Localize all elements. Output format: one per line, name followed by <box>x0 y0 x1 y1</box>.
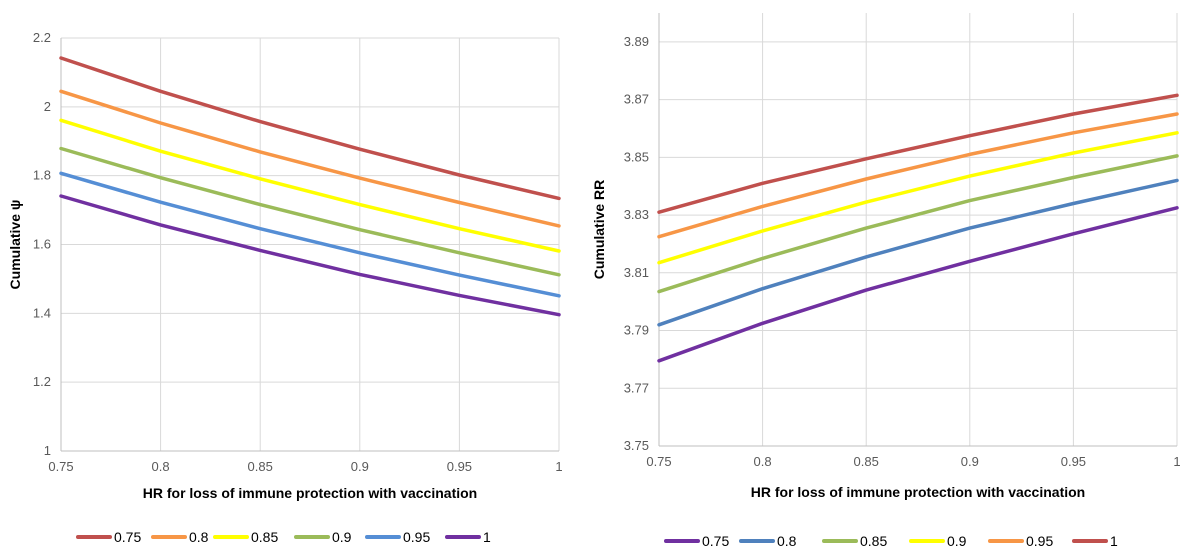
legend-label: 0.95 <box>403 529 430 545</box>
x-tick-label: 0.8 <box>152 459 170 474</box>
legend-label: 0.75 <box>114 529 141 545</box>
x-tick-label: 0.95 <box>1061 454 1086 469</box>
legend-item: 0.95 <box>365 529 430 545</box>
y-tick-label: 1.2 <box>33 374 51 389</box>
x-tick-label: 0.9 <box>351 459 369 474</box>
series-line-0.95 <box>657 112 1179 239</box>
legend-label: 0.8 <box>189 529 209 545</box>
y-tick-label: 2.2 <box>33 30 51 45</box>
series-line-0.9 <box>59 146 561 277</box>
legend-label: 0.85 <box>860 533 887 546</box>
legend-label: 0.95 <box>1026 533 1053 546</box>
series-line-0.85 <box>59 118 561 253</box>
x-axis-title: HR for loss of immune protection with va… <box>143 485 477 501</box>
y-tick-label: 3.83 <box>624 207 649 222</box>
legend-label: 0.9 <box>332 529 352 545</box>
y-axis-title: Cumulative ψ <box>7 200 23 290</box>
y-tick-label: 3.75 <box>624 438 649 453</box>
legend-item: 1 <box>445 529 491 545</box>
legend-label: 0.75 <box>702 533 729 546</box>
series-line-0.95 <box>59 171 561 298</box>
legend: 0.75 0.8 0.85 0.9 0.95 1 <box>664 533 1118 546</box>
legend-item: 0.9 <box>294 529 352 545</box>
legend-label: 1 <box>1110 533 1118 546</box>
y-tick-label: 1.8 <box>33 168 51 183</box>
x-tick-label: 0.75 <box>48 459 73 474</box>
y-tick-label: 3.79 <box>624 323 649 338</box>
legend-item: 0.85 <box>213 529 278 545</box>
legend-item: 0.85 <box>822 533 887 546</box>
legend-item: 0.8 <box>739 533 797 546</box>
chart-left: 0.75 0.8 0.85 0.9 0.95 1 1 1.2 1.4 1.6 1.8 2 2.2 HR f… <box>7 30 563 545</box>
y-tick-label: 3.77 <box>624 380 649 395</box>
legend-item: 0.75 <box>664 533 729 546</box>
x-tick-label: 0.8 <box>754 454 772 469</box>
x-tick-label: 0.75 <box>646 454 671 469</box>
x-tick-label: 0.95 <box>447 459 472 474</box>
x-tick-label: 0.85 <box>854 454 879 469</box>
legend-item: 0.75 <box>76 529 141 545</box>
gridlines <box>60 37 560 452</box>
legend-label: 0.85 <box>251 529 278 545</box>
x-tick-label: 1 <box>1173 454 1180 469</box>
series-line-0.85 <box>657 154 1179 294</box>
y-tick-label: 1 <box>44 443 51 458</box>
x-tick-label: 0.9 <box>961 454 979 469</box>
legend-label: 1 <box>483 529 491 545</box>
series-line-0.8 <box>657 178 1179 327</box>
y-tick-label: 3.81 <box>624 265 649 280</box>
legend-item: 0.8 <box>151 529 209 545</box>
legend: 0.75 0.8 0.85 0.9 0.95 1 <box>76 529 491 545</box>
y-tick-label: 3.87 <box>624 92 649 107</box>
y-tick-label: 1.6 <box>33 237 51 252</box>
series-line-0.75 <box>59 56 561 201</box>
x-tick-label: 0.85 <box>248 459 273 474</box>
x-axis-title: HR for loss of immune protection with va… <box>751 484 1085 500</box>
x-tick-label: 1 <box>555 459 562 474</box>
series-line-1 <box>59 194 561 317</box>
y-axis-title: Cumulative RR <box>591 180 607 280</box>
y-tick-label: 2 <box>44 99 51 114</box>
y-tick-label: 1.4 <box>33 305 51 320</box>
legend-item: 1 <box>1072 533 1118 546</box>
legend-item: 0.95 <box>988 533 1053 546</box>
series-line-0.75 <box>657 206 1179 363</box>
legend-item: 0.9 <box>909 533 967 546</box>
y-tick-label: 3.85 <box>624 149 649 164</box>
legend-label: 0.8 <box>777 533 797 546</box>
series-line-0.8 <box>59 89 561 228</box>
series-line-1 <box>657 93 1179 214</box>
chart-right: 0.75 0.8 0.85 0.9 0.95 1 3.75 3.77 3.79 3.81 3.83 3… <box>591 13 1181 546</box>
y-tick-label: 3.89 <box>624 34 649 49</box>
series-line-0.9 <box>657 131 1179 265</box>
legend-label: 0.9 <box>947 533 967 546</box>
gridlines <box>658 13 1178 447</box>
